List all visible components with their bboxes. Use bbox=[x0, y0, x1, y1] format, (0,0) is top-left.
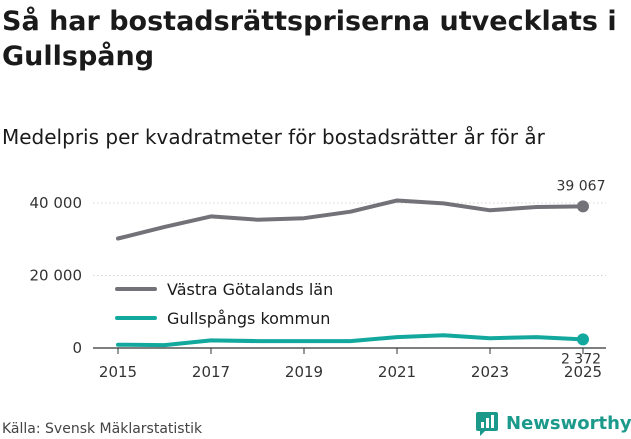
series-end-marker bbox=[577, 200, 589, 213]
x-tick-label: 2017 bbox=[192, 363, 230, 381]
series-line-vastra-gotaland bbox=[116, 198, 585, 241]
grid-lines bbox=[93, 202, 606, 349]
newsworthy-logo-icon bbox=[476, 412, 498, 436]
series-line-gullspang bbox=[116, 333, 585, 348]
legend: Västra Götalands län Gullspångs kommun bbox=[115, 280, 333, 328]
legend-label: Västra Götalands län bbox=[167, 280, 333, 299]
source-note: Källa: Svensk Mäklarstatistik bbox=[2, 421, 203, 437]
series-lines: 39 067 2 372 bbox=[116, 178, 606, 367]
x-tick-label: 2015 bbox=[99, 363, 137, 381]
series-end-value-label: 2 372 bbox=[561, 351, 601, 367]
x-tick-label: 2023 bbox=[471, 363, 509, 381]
axes: 0 20 000 40 000 2015 2017 2019 2021 2023 2025 bbox=[30, 194, 603, 381]
y-tick-label: 40 000 bbox=[30, 194, 83, 212]
y-tick-label: 0 bbox=[72, 339, 82, 357]
y-tick-label: 20 000 bbox=[30, 267, 83, 285]
series-end-value-label: 39 067 bbox=[557, 178, 606, 194]
x-tick-label: 2019 bbox=[285, 363, 323, 381]
newsworthy-logo[interactable]: Newsworthy bbox=[476, 408, 631, 438]
x-tick-label: 2025 bbox=[564, 363, 602, 381]
series-end-marker bbox=[577, 333, 589, 346]
chart-title: Så har bostadsrättspriserna utvecklats i… bbox=[2, 6, 617, 72]
chart-subtitle: Medelpris per kvadratmeter för bostadsrä… bbox=[2, 125, 545, 149]
x-tick-label: 2021 bbox=[378, 363, 416, 381]
legend-label: Gullspångs kommun bbox=[167, 309, 330, 328]
brand-name: Newsworthy bbox=[506, 412, 631, 434]
